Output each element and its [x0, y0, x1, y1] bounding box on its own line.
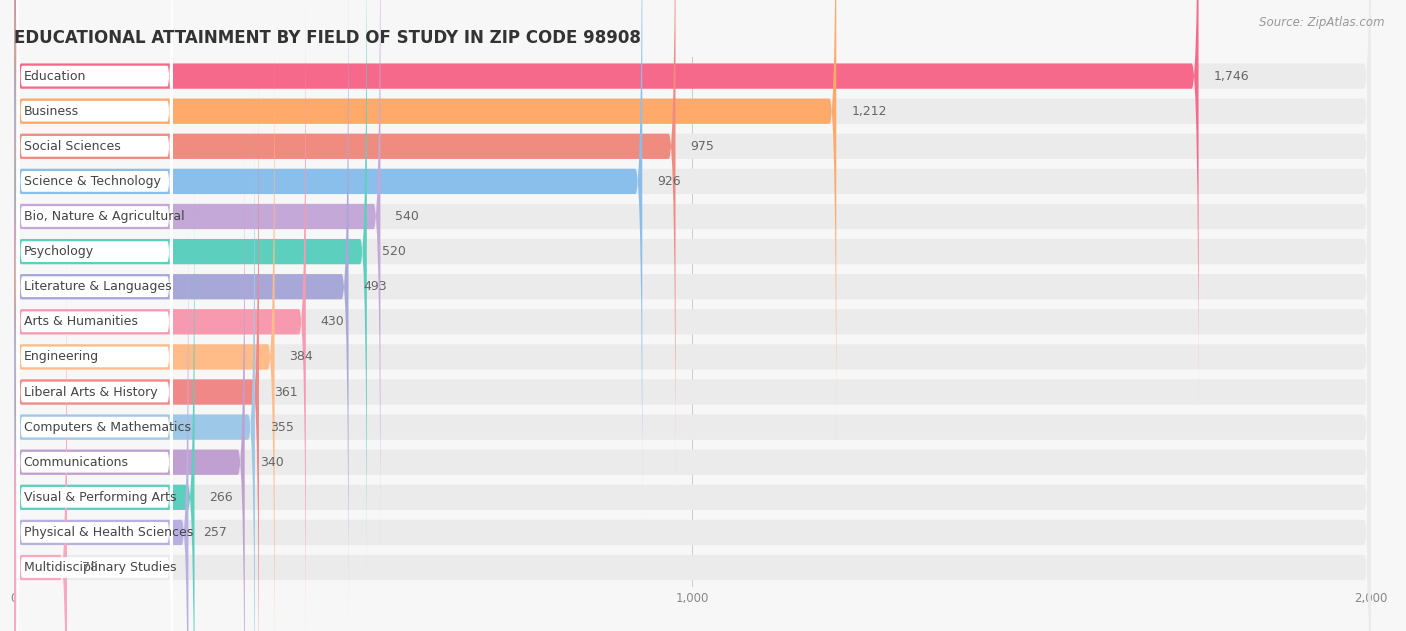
Text: Communications: Communications [24, 456, 128, 469]
FancyBboxPatch shape [14, 0, 1371, 415]
FancyBboxPatch shape [14, 0, 643, 520]
FancyBboxPatch shape [14, 229, 1371, 631]
FancyBboxPatch shape [14, 18, 1371, 631]
Text: 493: 493 [363, 280, 387, 293]
Text: Engineering: Engineering [24, 350, 98, 363]
FancyBboxPatch shape [14, 0, 1371, 485]
FancyBboxPatch shape [17, 0, 173, 522]
Text: Multidisciplinary Studies: Multidisciplinary Studies [24, 561, 176, 574]
Text: Visual & Performing Arts: Visual & Performing Arts [24, 491, 176, 504]
FancyBboxPatch shape [17, 0, 173, 382]
FancyBboxPatch shape [14, 0, 1371, 520]
Text: Literature & Languages: Literature & Languages [24, 280, 172, 293]
FancyBboxPatch shape [14, 0, 837, 449]
FancyBboxPatch shape [17, 86, 173, 627]
Text: Social Sciences: Social Sciences [24, 140, 121, 153]
Text: EDUCATIONAL ATTAINMENT BY FIELD OF STUDY IN ZIP CODE 98908: EDUCATIONAL ATTAINMENT BY FIELD OF STUDY… [14, 29, 641, 47]
Text: Arts & Humanities: Arts & Humanities [24, 316, 138, 328]
FancyBboxPatch shape [14, 0, 1371, 625]
Text: 361: 361 [274, 386, 298, 399]
FancyBboxPatch shape [14, 0, 305, 631]
Text: Liberal Arts & History: Liberal Arts & History [24, 386, 157, 399]
Text: Psychology: Psychology [24, 245, 94, 258]
Text: Business: Business [24, 105, 79, 118]
Text: 355: 355 [270, 421, 294, 433]
FancyBboxPatch shape [17, 192, 173, 631]
Text: Education: Education [24, 69, 86, 83]
FancyBboxPatch shape [14, 0, 1371, 449]
FancyBboxPatch shape [17, 297, 173, 631]
FancyBboxPatch shape [14, 194, 1371, 631]
FancyBboxPatch shape [14, 194, 188, 631]
FancyBboxPatch shape [14, 124, 1371, 631]
Text: 1,212: 1,212 [851, 105, 887, 118]
FancyBboxPatch shape [17, 0, 173, 487]
Text: 926: 926 [657, 175, 681, 188]
Text: Science & Technology: Science & Technology [24, 175, 160, 188]
FancyBboxPatch shape [14, 229, 67, 631]
Text: 257: 257 [204, 526, 228, 539]
FancyBboxPatch shape [17, 0, 173, 346]
FancyBboxPatch shape [17, 156, 173, 631]
FancyBboxPatch shape [14, 54, 1371, 631]
FancyBboxPatch shape [14, 159, 1371, 631]
FancyBboxPatch shape [14, 18, 274, 631]
Text: 430: 430 [321, 316, 344, 328]
FancyBboxPatch shape [14, 0, 1371, 631]
Text: 78: 78 [82, 561, 98, 574]
Text: 540: 540 [395, 210, 419, 223]
FancyBboxPatch shape [17, 262, 173, 631]
Text: Physical & Health Sciences: Physical & Health Sciences [24, 526, 193, 539]
FancyBboxPatch shape [14, 0, 367, 590]
FancyBboxPatch shape [14, 89, 1371, 631]
Text: 975: 975 [690, 140, 714, 153]
Text: 266: 266 [209, 491, 233, 504]
Text: 1,746: 1,746 [1213, 69, 1249, 83]
FancyBboxPatch shape [17, 0, 173, 416]
Text: Computers & Mathematics: Computers & Mathematics [24, 421, 191, 433]
Text: 340: 340 [260, 456, 284, 469]
FancyBboxPatch shape [14, 0, 1371, 590]
FancyBboxPatch shape [14, 0, 1198, 415]
Text: 520: 520 [382, 245, 405, 258]
FancyBboxPatch shape [17, 227, 173, 631]
FancyBboxPatch shape [17, 0, 173, 452]
FancyBboxPatch shape [14, 159, 194, 631]
FancyBboxPatch shape [14, 89, 254, 631]
FancyBboxPatch shape [14, 0, 675, 485]
Text: 384: 384 [290, 350, 314, 363]
FancyBboxPatch shape [14, 124, 245, 631]
FancyBboxPatch shape [17, 51, 173, 593]
FancyBboxPatch shape [17, 122, 173, 631]
FancyBboxPatch shape [14, 0, 349, 625]
FancyBboxPatch shape [17, 16, 173, 557]
FancyBboxPatch shape [14, 0, 1371, 555]
Text: Source: ZipAtlas.com: Source: ZipAtlas.com [1260, 16, 1385, 29]
FancyBboxPatch shape [14, 54, 259, 631]
FancyBboxPatch shape [14, 0, 381, 555]
Text: Bio, Nature & Agricultural: Bio, Nature & Agricultural [24, 210, 184, 223]
